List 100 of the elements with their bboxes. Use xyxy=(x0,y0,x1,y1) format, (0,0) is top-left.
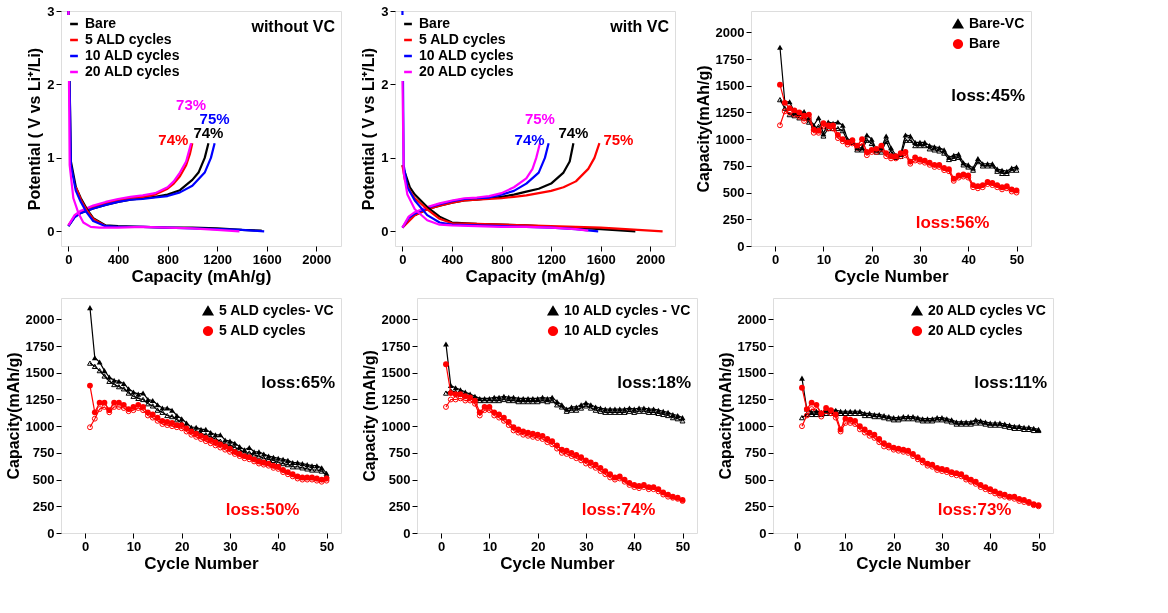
y-tick-label: 750 xyxy=(744,445,767,461)
y-tick-label: 2000 xyxy=(715,24,745,40)
annotation: 74% xyxy=(158,131,189,149)
annotation: loss:56% xyxy=(915,212,990,232)
y-tick-label: 250 xyxy=(388,498,411,514)
x-tick-label: 1200 xyxy=(537,251,567,267)
y-tick-label: 1500 xyxy=(381,365,411,381)
y-tick-label: 1 xyxy=(47,150,55,166)
x-tick-label: 400 xyxy=(441,251,464,267)
x-axis-title: Cycle Number xyxy=(144,553,260,573)
y-tick-label: 2 xyxy=(47,76,55,92)
x-tick-label: 30 xyxy=(913,251,928,267)
x-axis-title: Cycle Number xyxy=(834,266,950,286)
y-tick-label: 1000 xyxy=(737,418,767,434)
y-tick-label: 1000 xyxy=(715,131,745,147)
y-tick-label: 3 xyxy=(381,3,389,19)
y-tick-label: 1500 xyxy=(25,365,55,381)
legend-label: Bare xyxy=(419,15,451,31)
x-tick-label: 10 xyxy=(482,538,498,554)
chart-title: without VC xyxy=(250,18,336,35)
y-tick-label: 2000 xyxy=(381,311,411,327)
legend-label: 20 ALD cycles VC xyxy=(928,302,1046,318)
annotation: 74% xyxy=(514,131,545,149)
y-tick-label: 250 xyxy=(32,498,55,514)
y-tick-label: 1250 xyxy=(25,391,55,407)
legend-label: 10 ALD cycles - VC xyxy=(564,302,691,318)
y-tick-label: 500 xyxy=(744,472,767,488)
legend-label: Bare xyxy=(85,15,117,31)
legend-label: 20 ALD cycles xyxy=(419,63,514,79)
x-tick-label: 2000 xyxy=(636,251,666,267)
legend-label: 20 ALD cycles xyxy=(85,63,180,79)
y-tick-label: 250 xyxy=(744,498,767,514)
x-tick-label: 20 xyxy=(530,538,546,554)
x-tick-label: 2000 xyxy=(302,251,332,267)
x-tick-label: 10 xyxy=(126,538,142,554)
y-tick-label: 1250 xyxy=(381,391,411,407)
y-tick-label: 2000 xyxy=(25,311,55,327)
legend-label: 5 ALD cycles xyxy=(85,31,172,47)
annotation: loss:18% xyxy=(617,372,691,392)
y-tick-label: 1500 xyxy=(715,78,745,94)
y-tick-label: 0 xyxy=(47,223,55,239)
x-tick-label: 0 xyxy=(438,538,446,554)
x-tick-label: 1200 xyxy=(203,251,233,267)
annotation: loss:11% xyxy=(974,372,1047,392)
legend-label: 10 ALD cycles xyxy=(419,47,514,63)
y-tick-label: 0 xyxy=(737,238,745,254)
x-tick-label: 50 xyxy=(1031,538,1047,554)
y-tick-label: 750 xyxy=(388,445,411,461)
annotation: 75% xyxy=(603,131,634,149)
y-axis-title: Capacity(mAh/g) xyxy=(694,65,712,193)
x-tick-label: 30 xyxy=(579,538,594,554)
y-tick-label: 1750 xyxy=(737,338,767,354)
x-tick-label: 0 xyxy=(772,251,780,267)
x-tick-label: 800 xyxy=(491,251,513,267)
y-tick-label: 0 xyxy=(381,223,389,239)
y-tick-label: 250 xyxy=(722,211,745,227)
legend-label: 5 ALD cycles xyxy=(419,31,506,47)
y-tick-label: 750 xyxy=(32,445,55,461)
x-tick-label: 10 xyxy=(816,251,832,267)
y-tick-label: 3 xyxy=(47,3,55,19)
legend-label: 10 ALD cycles xyxy=(564,322,659,338)
x-tick-label: 40 xyxy=(961,251,976,267)
annotation: loss:65% xyxy=(261,372,335,392)
annotation: loss:50% xyxy=(225,499,300,519)
x-tick-label: 40 xyxy=(627,538,642,554)
legend-label: Bare-VC xyxy=(969,15,1025,31)
x-tick-label: 0 xyxy=(794,538,802,554)
y-tick-label: 0 xyxy=(403,525,411,541)
x-tick-label: 400 xyxy=(107,251,130,267)
y-tick-label: 0 xyxy=(759,525,767,541)
y-tick-label: 1250 xyxy=(715,104,745,120)
x-tick-label: 50 xyxy=(1009,251,1025,267)
y-tick-label: 500 xyxy=(32,472,55,488)
y-axis-title: Capacity (mAh/g) xyxy=(360,350,378,482)
x-tick-label: 0 xyxy=(82,538,90,554)
y-tick-label: 1500 xyxy=(737,365,767,381)
legend-label: Bare xyxy=(969,35,1001,51)
legend-label: 10 ALD cycles xyxy=(85,47,180,63)
annotation: loss:45% xyxy=(951,85,1025,105)
chart-title: with VC xyxy=(609,18,670,35)
x-tick-label: 30 xyxy=(223,538,238,554)
x-tick-label: 40 xyxy=(983,538,998,554)
y-tick-label: 1250 xyxy=(737,391,767,407)
x-tick-label: 800 xyxy=(157,251,179,267)
y-tick-label: 1750 xyxy=(715,51,745,67)
annotation: loss:74% xyxy=(581,499,656,519)
x-tick-label: 1600 xyxy=(252,251,282,267)
y-tick-label: 1000 xyxy=(25,418,55,434)
x-tick-label: 50 xyxy=(319,538,335,554)
x-axis-title: Cycle Number xyxy=(856,553,972,573)
x-tick-label: 50 xyxy=(675,538,691,554)
y-axis-title: Potential ( V vs Li⁺/Li) xyxy=(26,47,44,211)
legend-label: 5 ALD cycles xyxy=(219,322,306,338)
annotation: loss:73% xyxy=(937,499,1012,519)
y-tick-label: 1750 xyxy=(25,338,55,354)
y-tick-label: 0 xyxy=(47,525,55,541)
y-tick-label: 500 xyxy=(722,185,745,201)
y-tick-label: 2000 xyxy=(737,311,767,327)
annotation: 75% xyxy=(524,110,555,128)
y-tick-label: 2 xyxy=(381,76,389,92)
